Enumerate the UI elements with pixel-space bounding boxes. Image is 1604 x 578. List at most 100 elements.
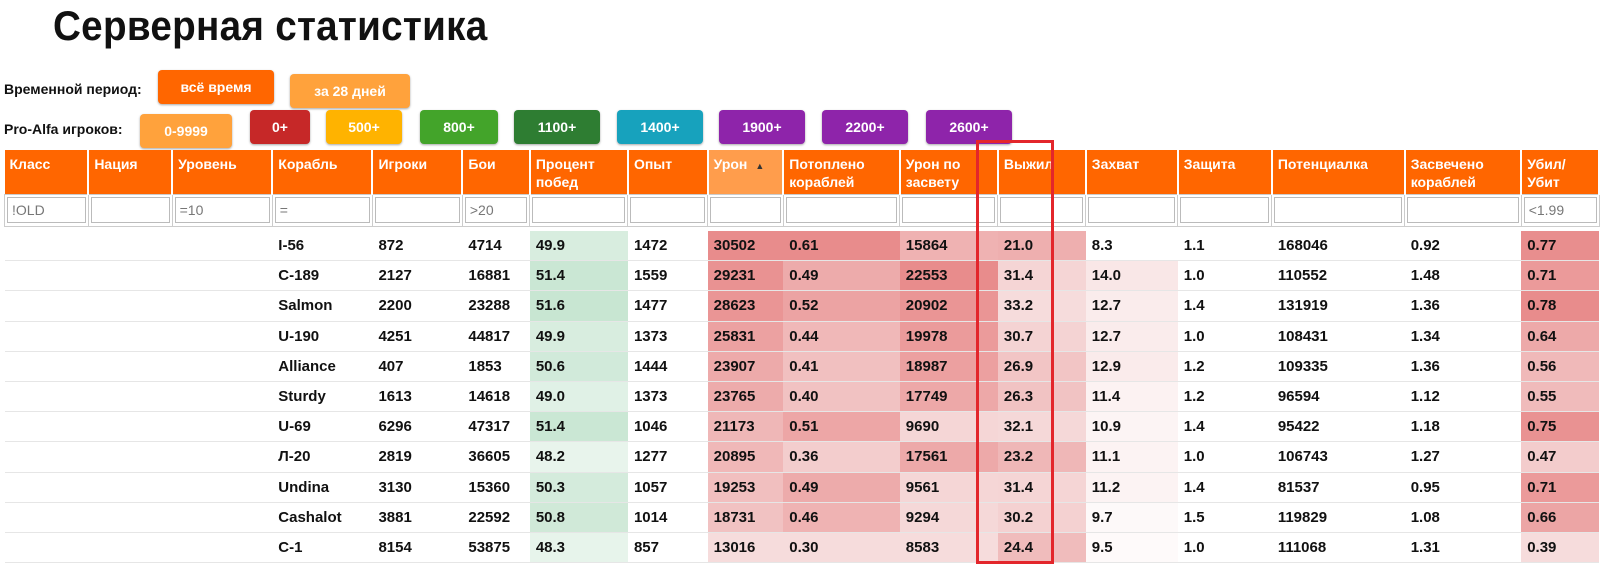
column-header-winrate[interactable]: Процент побед: [529, 150, 629, 194]
cell-kd: 0.78: [1521, 290, 1599, 322]
table-row[interactable]: U-69 6296 47317 51.4 1046 21173 0.51 9690 32.1 10…: [4, 411, 1599, 443]
cell-battles: 22592: [462, 502, 530, 533]
column-header-defense[interactable]: Защита: [1177, 150, 1273, 194]
filter-input-survived[interactable]: [1000, 197, 1084, 223]
column-header-spot-damage[interactable]: Урон по засвету: [899, 150, 999, 194]
cell-battles: 15360: [462, 472, 530, 503]
filter-input-xp[interactable]: [630, 197, 706, 223]
cell-winrate: 49.0: [529, 381, 628, 413]
table-row[interactable]: Cashalot 3881 22592 50.8 1014 18731 0.46 9294 30…: [4, 502, 1599, 533]
cell-capture: 11.4: [1085, 381, 1178, 413]
cell-ship: Л-20: [272, 441, 373, 473]
filter-input-kd[interactable]: [1523, 197, 1597, 223]
players-button-5[interactable]: 1100+: [514, 110, 600, 144]
column-header-damage[interactable]: Урон ▲: [707, 150, 785, 194]
column-header-xp[interactable]: Опыт: [627, 150, 709, 194]
table-row[interactable]: Undina 3130 15360 50.3 1057 19253 0.49 9561 31.4…: [4, 472, 1599, 503]
table-row[interactable]: Salmon 2200 23288 51.6 1477 28623 0.52 20902 33.…: [4, 290, 1599, 322]
cell-defense: 1.0: [1177, 532, 1272, 564]
cell-players: 2200: [372, 290, 463, 322]
column-header-survived[interactable]: Выжил: [997, 150, 1087, 194]
players-button-9[interactable]: 2600+: [926, 110, 1012, 144]
column-header-ship[interactable]: Корабль: [272, 150, 374, 194]
table-row[interactable]: U-190 4251 44817 49.9 1373 25831 0.44 19978 30.7…: [4, 321, 1599, 352]
table-row[interactable]: Sturdy 1613 14618 49.0 1373 23765 0.40 17749 26.…: [4, 381, 1599, 413]
cell-winrate: 51.4: [529, 260, 628, 292]
cell-battles: 16881: [462, 260, 530, 292]
filter-input-class[interactable]: [7, 197, 86, 223]
filter-input-players[interactable]: [374, 197, 460, 223]
players-button-3[interactable]: 500+: [326, 110, 402, 144]
cell-spot-damage: 17561: [899, 441, 998, 473]
filter-input-potential[interactable]: [1274, 197, 1403, 223]
cell-capture: 12.7: [1085, 321, 1178, 352]
column-header-class[interactable]: Класс: [4, 150, 90, 194]
cell-potential: 119829: [1271, 502, 1405, 533]
cell-capture: 9.5: [1085, 532, 1178, 564]
column-header-tier[interactable]: Уровень: [172, 150, 274, 194]
column-header-kd[interactable]: Убил/ Убит: [1521, 150, 1600, 194]
players-button-6[interactable]: 1400+: [617, 110, 703, 144]
filter-input-capture[interactable]: [1088, 197, 1176, 223]
table-row[interactable]: I-56 872 4714 49.9 1472 30502 0.61 15864 21.0 8.3…: [4, 230, 1599, 262]
table-row[interactable]: Alliance 407 1853 50.6 1444 23907 0.41 18987 26.…: [4, 351, 1599, 382]
column-header-players[interactable]: Игроки: [372, 150, 464, 194]
table-row[interactable]: С-189 2127 16881 51.4 1559 29231 0.49 22553 31.4…: [4, 260, 1599, 292]
cell-potential: 111068: [1271, 532, 1405, 564]
cell-tier: [172, 260, 273, 292]
table-row[interactable]: Л-20 2819 36605 48.2 1277 20895 0.36 17561 23.2 1…: [4, 441, 1599, 473]
stats-table: Класс Нация Уровень Корабль Игроки Бои Процент…: [4, 150, 1600, 564]
filter-input-damage[interactable]: [710, 197, 781, 223]
cell-survived: 23.2: [997, 441, 1086, 473]
cell-winrate: 51.4: [529, 411, 628, 443]
cell-potential: 109335: [1271, 351, 1405, 382]
cell-class: [4, 532, 89, 564]
cell-kd: 0.56: [1521, 351, 1599, 382]
cell-survived: 30.2: [997, 502, 1086, 533]
cell-damage: 19253: [707, 472, 784, 503]
table-row[interactable]: С-1 8154 53875 48.3 857 13016 0.30 8583 24.4 9.5 1…: [4, 532, 1599, 564]
column-header-spotted[interactable]: Засвечено кораблей: [1404, 150, 1523, 194]
cell-players: 4251: [372, 321, 463, 352]
cell-ship: Salmon: [272, 290, 373, 322]
period-button-2[interactable]: за 28 дней: [290, 74, 410, 108]
period-button-1[interactable]: всё время: [158, 70, 274, 104]
players-button-7[interactable]: 1900+: [719, 110, 805, 144]
cell-tier: [172, 290, 273, 322]
cell-damage: 25831: [707, 321, 784, 352]
cell-damage: 28623: [707, 290, 784, 322]
header-row: Класс Нация Уровень Корабль Игроки Бои Процент…: [4, 150, 1600, 194]
cell-class: [4, 441, 89, 473]
filter-input-spotted[interactable]: [1407, 197, 1519, 223]
cell-class: [4, 411, 89, 443]
filter-input-spot-damage[interactable]: [902, 197, 996, 223]
players-button-2[interactable]: 0+: [250, 110, 310, 144]
cell-winrate: 51.6: [529, 290, 628, 322]
column-header-battles[interactable]: Бои: [462, 150, 531, 194]
cell-battles: 47317: [462, 411, 530, 443]
cell-class: [4, 230, 89, 262]
column-header-potential[interactable]: Потенциалка: [1271, 150, 1406, 194]
players-button-4[interactable]: 800+: [420, 110, 498, 144]
cell-survived: 26.3: [997, 381, 1086, 413]
cell-capture: 8.3: [1085, 230, 1178, 262]
filter-input-battles[interactable]: [464, 197, 528, 223]
filter-input-ship[interactable]: [274, 197, 370, 223]
column-header-frags[interactable]: Потоплено кораблей: [783, 150, 901, 194]
column-header-capture[interactable]: Захват: [1085, 150, 1179, 194]
filter-input-frags[interactable]: [785, 197, 898, 223]
column-header-nation[interactable]: Нация: [88, 150, 174, 194]
filter-input-tier[interactable]: [174, 197, 270, 223]
cell-spot-damage: 15864: [899, 230, 998, 262]
table-body: I-56 872 4714 49.9 1472 30502 0.61 15864 21.0 8.3…: [4, 230, 1599, 564]
filter-input-defense[interactable]: [1180, 197, 1270, 223]
cell-tier: [172, 411, 273, 443]
players-button-8[interactable]: 2200+: [822, 110, 908, 144]
filter-input-winrate[interactable]: [532, 197, 626, 223]
players-button-1[interactable]: 0-9999: [140, 114, 232, 148]
cell-frags: 0.40: [783, 381, 900, 413]
cell-frags: 0.49: [783, 260, 900, 292]
cell-nation: [88, 472, 173, 503]
cell-battles: 1853: [462, 351, 530, 382]
filter-input-nation[interactable]: [90, 197, 170, 223]
